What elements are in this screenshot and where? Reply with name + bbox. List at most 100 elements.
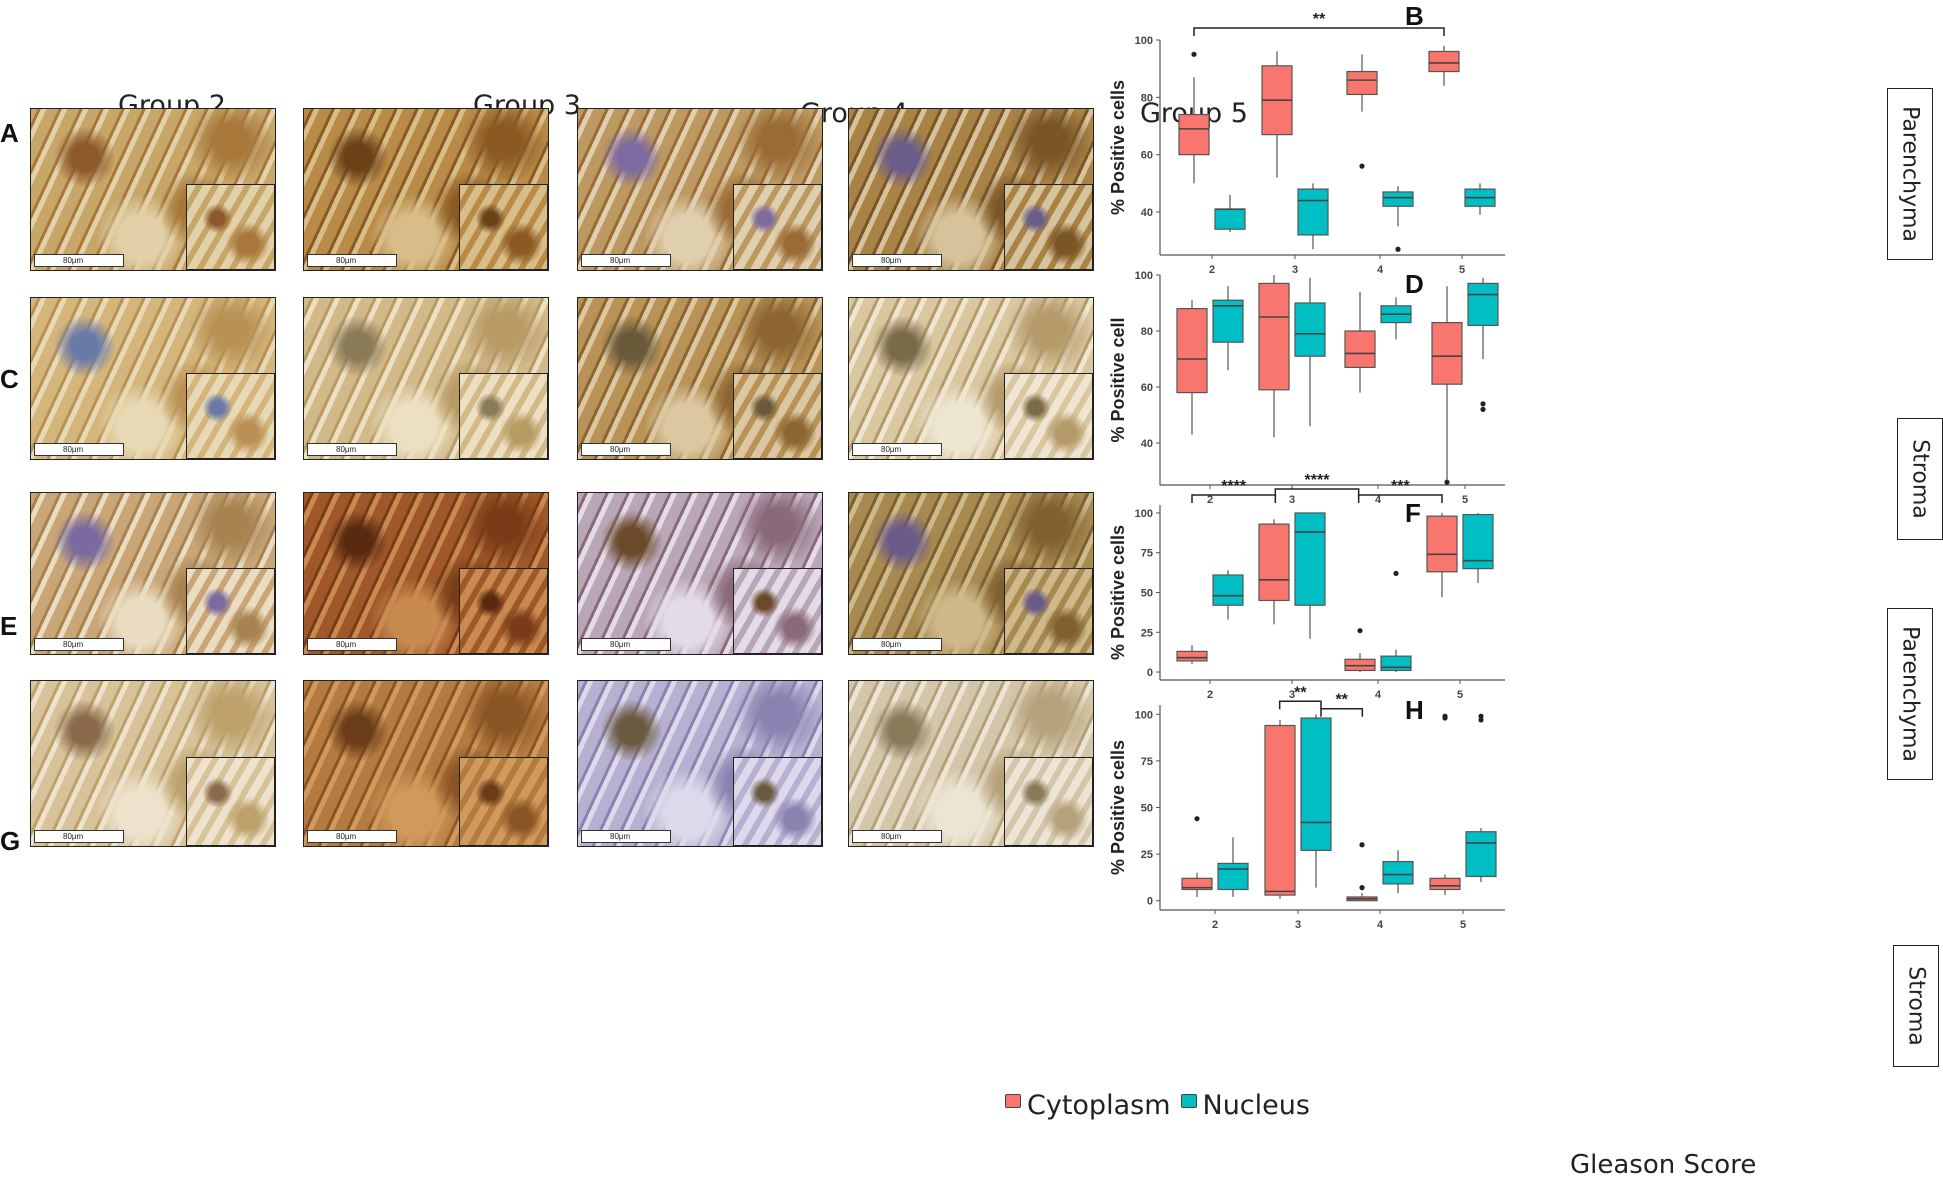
panel-letter-a: A	[0, 118, 19, 148]
significance-stars: ****	[1221, 478, 1247, 495]
y-axis-label: % Positive cells	[1108, 525, 1128, 660]
box-iqr	[1431, 322, 1463, 385]
box-nucleus-5	[1467, 277, 1499, 412]
box-nucleus-5	[1464, 183, 1496, 215]
scale-bar: 80μm	[307, 443, 397, 456]
scale-bar: 80μm	[34, 638, 124, 651]
micrograph-g-group5: 80μm	[848, 680, 1094, 847]
x-tick-label: 4	[1375, 689, 1382, 701]
y-tick-label: 50	[1141, 803, 1153, 815]
box-iqr	[1344, 658, 1376, 672]
inset-magnified	[186, 184, 275, 270]
box-cytoplasm-5	[1431, 286, 1463, 485]
box-cytoplasm-3	[1261, 51, 1293, 178]
box-nucleus-5	[1465, 713, 1497, 883]
outlier-point	[1359, 885, 1365, 891]
box-cytoplasm-2	[1181, 816, 1213, 897]
scale-bar: 80μm	[852, 443, 942, 456]
box-nucleus-2	[1214, 194, 1246, 233]
box-cytoplasm-3	[1264, 719, 1296, 899]
y-axis-label: % Positive cells	[1108, 80, 1128, 215]
scale-bar: 80μm	[34, 254, 124, 267]
y-tick-label: 60	[1141, 150, 1153, 162]
box-iqr	[1214, 208, 1246, 230]
outlier-point	[1478, 717, 1484, 723]
box-iqr	[1217, 862, 1249, 891]
bracket-line	[1357, 494, 1443, 503]
box-iqr	[1212, 574, 1244, 606]
scale-bar: 80μm	[581, 254, 671, 267]
scale-bar: 80μm	[581, 830, 671, 843]
x-tick-label: 2	[1209, 264, 1215, 276]
micrograph-a-group4: 80μm	[577, 108, 823, 271]
micrograph-e-group5: 80μm	[848, 492, 1094, 655]
box-iqr	[1382, 191, 1414, 207]
x-tick-label: 3	[1295, 919, 1301, 931]
scale-bar: 80μm	[581, 443, 671, 456]
micrograph-g-group3: 80μm	[303, 680, 549, 847]
y-tick-label: 40	[1141, 207, 1153, 219]
outlier-point	[1480, 406, 1486, 412]
significance-bracket: **	[1278, 684, 1322, 710]
inset-magnified	[1004, 184, 1093, 270]
outlier-point	[1194, 816, 1200, 822]
box-cytoplasm-4	[1344, 628, 1376, 673]
box-cytoplasm-5	[1426, 512, 1458, 598]
scale-bar: 80μm	[852, 638, 942, 651]
legend-key-nucleus	[1180, 1094, 1197, 1108]
y-axis-label: % Positive cells	[1108, 740, 1128, 875]
x-tick-label: 4	[1377, 264, 1384, 276]
micrograph-a-group5: 80μm	[848, 108, 1094, 271]
box-nucleus-3	[1297, 183, 1329, 250]
significance-bracket: ****	[1191, 478, 1277, 503]
x-tick-label: 2	[1207, 494, 1213, 506]
panel-letter-g: G	[0, 826, 21, 856]
box-nucleus-4	[1382, 850, 1414, 894]
outlier-point	[1444, 479, 1450, 485]
outlier-point	[1480, 401, 1486, 407]
significance-stars: **	[1335, 692, 1348, 709]
bracket-line	[1274, 488, 1360, 497]
y-tick-label: 60	[1141, 382, 1153, 394]
x-tick-label: 5	[1457, 689, 1463, 701]
significance-bracket: **	[1320, 692, 1364, 717]
inset-magnified	[459, 568, 548, 654]
y-tick-label: 100	[1135, 270, 1153, 282]
legend-label-cytoplasm: Cytoplasm	[1027, 1089, 1171, 1121]
y-tick-label: 25	[1141, 849, 1153, 861]
x-tick-label: 4	[1375, 494, 1382, 506]
box-iqr	[1294, 512, 1326, 606]
micrograph-g-group2: 80μm	[30, 680, 276, 847]
panel-letter-b: B	[1405, 1, 1424, 31]
box-iqr	[1462, 513, 1494, 570]
outlier-point	[1357, 628, 1363, 634]
x-tick-label: 4	[1377, 919, 1384, 931]
y-tick-label: 75	[1141, 756, 1153, 768]
panel-letter-d: D	[1405, 269, 1424, 299]
inset-magnified	[1004, 568, 1093, 654]
box-nucleus-4	[1380, 570, 1412, 673]
y-axis-label: % Positive cell	[1108, 317, 1128, 442]
box-cytoplasm-3	[1258, 275, 1290, 438]
y-tick-label: 25	[1141, 627, 1153, 639]
box-iqr	[1300, 717, 1332, 851]
micrograph-c-group5: 80μm	[848, 297, 1094, 460]
box-iqr	[1258, 282, 1290, 391]
box-iqr	[1382, 860, 1414, 885]
scale-bar: 80μm	[852, 830, 942, 843]
inset-magnified	[186, 757, 275, 846]
legend-item-nucleus: Nucleus	[1180, 1090, 1310, 1121]
inset-magnified	[1004, 373, 1093, 459]
significance-stars: **	[1313, 11, 1326, 28]
box-iqr	[1264, 724, 1296, 896]
box-iqr	[1258, 523, 1290, 602]
outlier-point	[1359, 842, 1365, 848]
bracket-line	[1278, 700, 1322, 710]
y-tick-label: 0	[1147, 896, 1153, 908]
box-cytoplasm-5	[1428, 45, 1460, 86]
y-tick-label: 75	[1141, 548, 1153, 560]
micrograph-e-group2: 80μm	[30, 492, 276, 655]
